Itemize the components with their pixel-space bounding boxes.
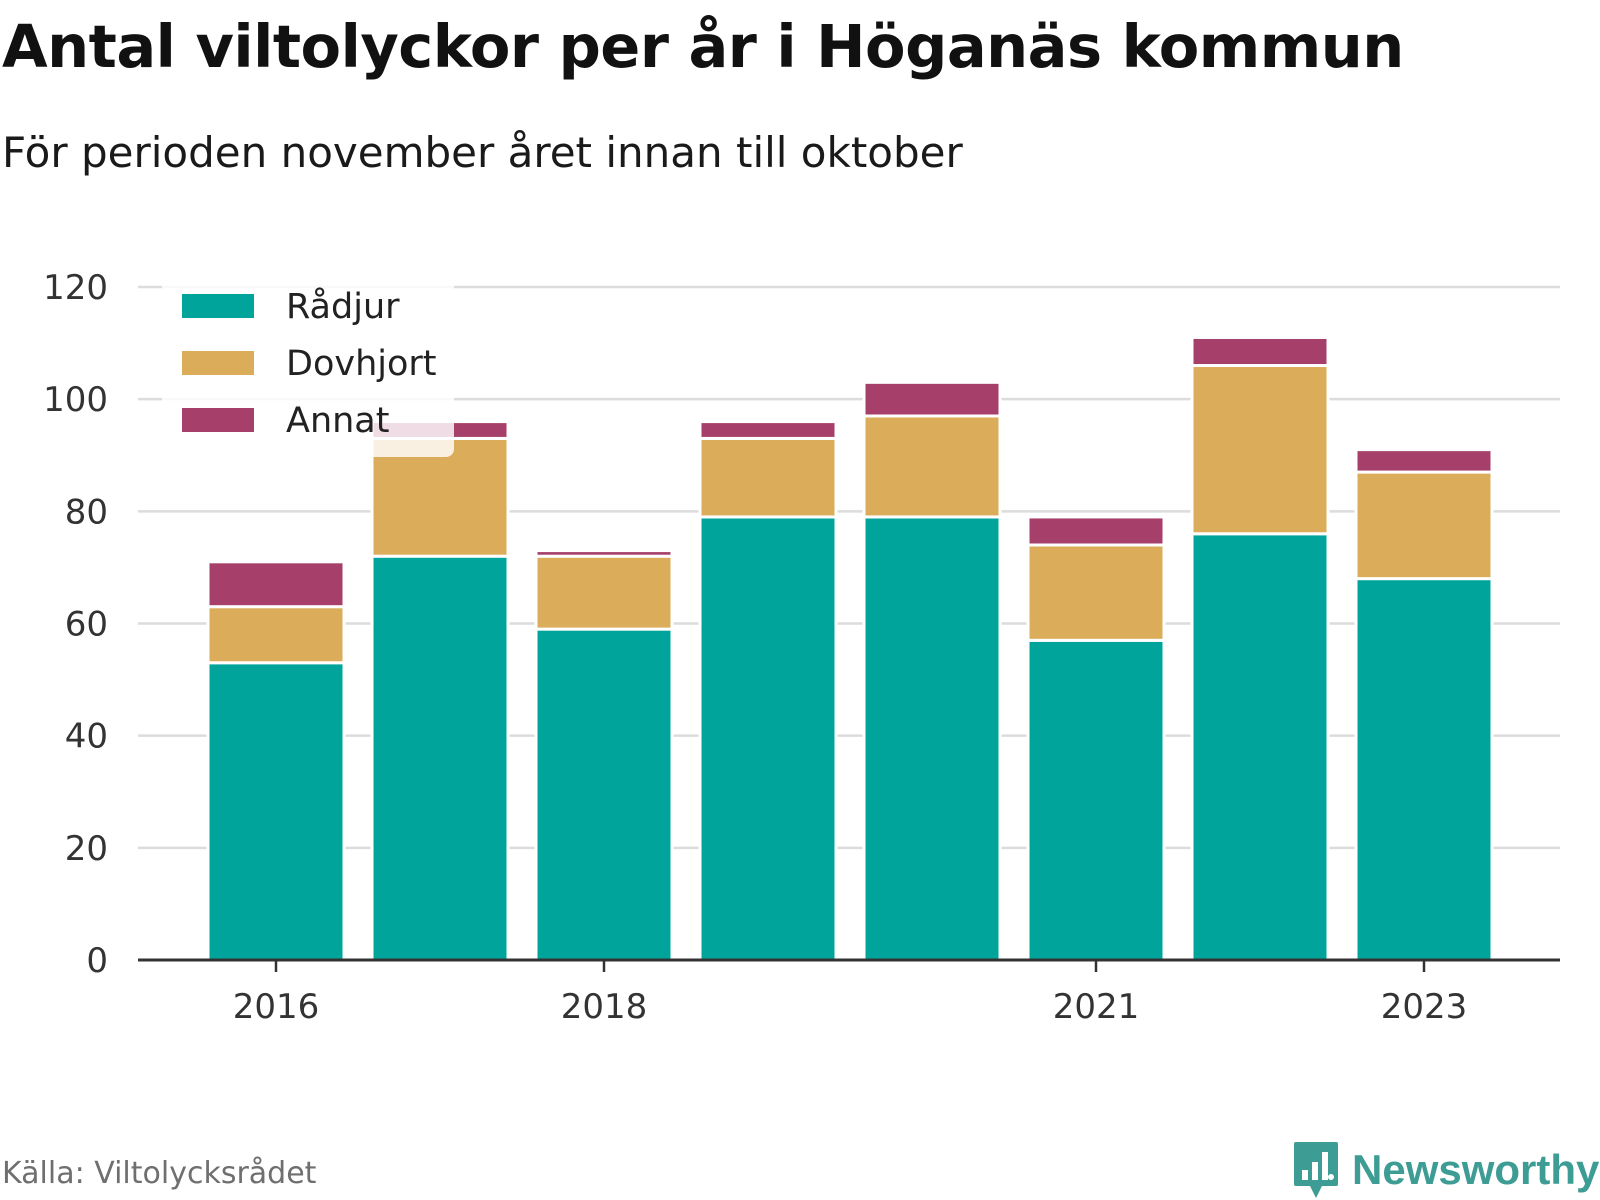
x-tick-label: 2016 (233, 987, 320, 1027)
bar-annat-2018 (534, 549, 674, 558)
bar-rådjur-2017 (370, 554, 510, 962)
bar-dovhjort-2021 (1026, 543, 1166, 642)
x-tick-label: 2021 (1053, 987, 1140, 1027)
bars (206, 335, 1494, 962)
brand-name: Newsworthy (1352, 1146, 1600, 1193)
bar-annat-2023 (1354, 448, 1494, 474)
bar-dovhjort-2019 (698, 436, 838, 519)
x-tick-label: 2018 (561, 987, 648, 1027)
bar-dovhjort-2016 (206, 605, 346, 665)
legend-label-rådjur: Rådjur (286, 286, 400, 327)
axes: 0 20 40 60 80 100 120 2016 2018 2021 2023 (43, 268, 1560, 1027)
bar-annat-2016 (206, 560, 346, 609)
x-tick-label: 2023 (1381, 987, 1468, 1027)
legend-swatch-dovhjort (182, 351, 254, 375)
chart-subtitle: För perioden november året innan till ok… (2, 128, 963, 177)
bar-annat-2022 (1190, 335, 1330, 368)
legend-swatch-annat (182, 408, 254, 432)
newsworthy-logo-icon (1294, 1142, 1338, 1198)
bar-annat-2020 (862, 380, 1002, 418)
bar-annat-2019 (698, 420, 838, 440)
legend-swatch-rådjur (182, 294, 254, 318)
bar-rådjur-2020 (862, 515, 1002, 962)
bar-annat-2021 (1026, 515, 1166, 547)
y-tick-label: 80 (65, 492, 108, 532)
bar-rådjur-2016 (206, 661, 346, 962)
y-tick-label: 20 (65, 829, 108, 869)
y-tick-label: 100 (43, 380, 108, 420)
bar-dovhjort-2017 (370, 436, 510, 558)
bar-dovhjort-2023 (1354, 470, 1494, 581)
source-note: Källa: Viltolycksrådet (2, 1156, 317, 1191)
y-tick-label: 60 (65, 605, 108, 645)
legend: Rådjur Dovhjort Annat (162, 277, 454, 457)
y-tick-label: 120 (43, 268, 108, 308)
y-tick-label: 40 (65, 717, 108, 757)
legend-label-annat: Annat (286, 401, 389, 441)
bar-rådjur-2018 (534, 627, 674, 962)
bar-rådjur-2019 (698, 515, 838, 962)
bar-rådjur-2023 (1354, 577, 1494, 962)
bar-rådjur-2022 (1190, 532, 1330, 962)
brand-logo: Newsworthy (1292, 1140, 1599, 1200)
bar-rådjur-2021 (1026, 638, 1166, 962)
bar-dovhjort-2018 (534, 554, 674, 631)
chart-title: Antal viltolyckor per år i Höganäs kommu… (2, 12, 1404, 81)
bar-dovhjort-2022 (1190, 364, 1330, 536)
bar-dovhjort-2020 (862, 414, 1002, 519)
y-tick-label: 0 (86, 941, 108, 981)
legend-label-dovhjort: Dovhjort (286, 344, 437, 384)
